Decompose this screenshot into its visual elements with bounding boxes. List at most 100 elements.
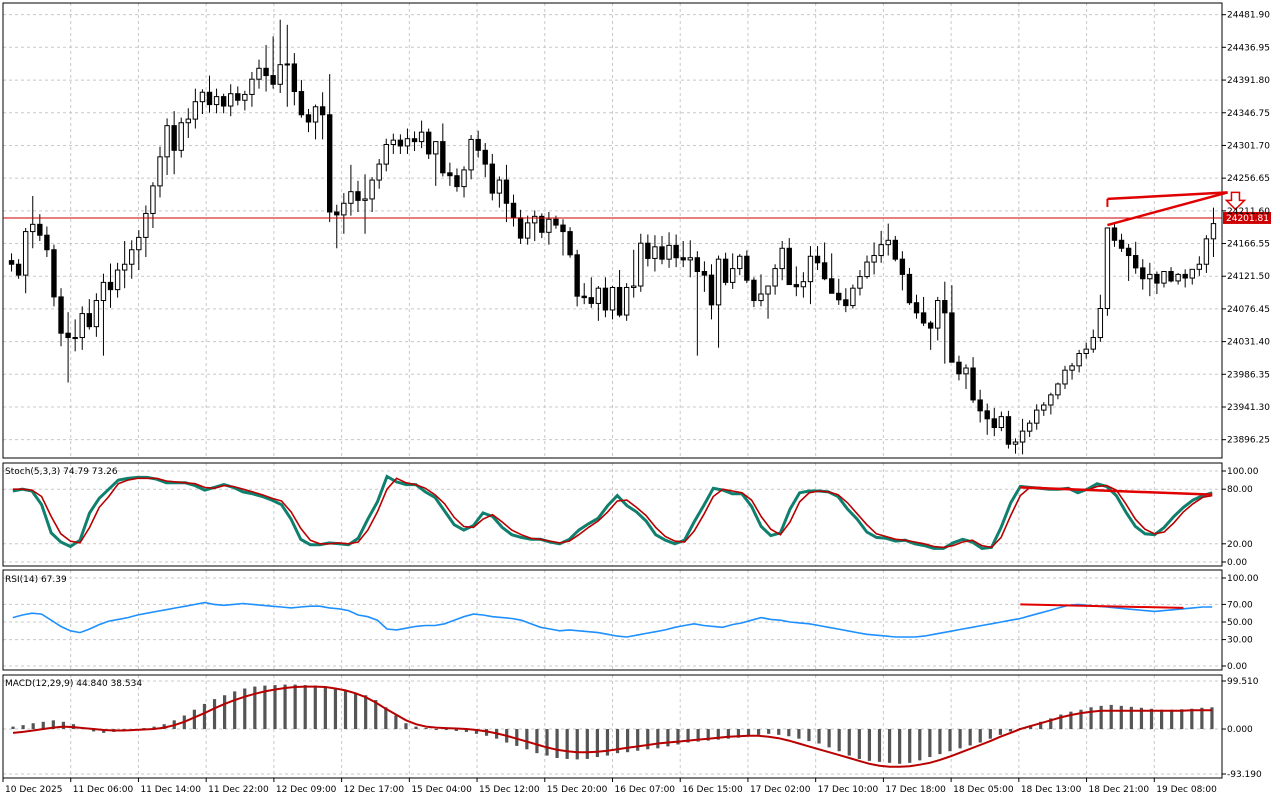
candle[interactable] [1019, 430, 1026, 443]
candle[interactable] [1097, 308, 1104, 339]
candle[interactable] [843, 299, 849, 307]
candle[interactable] [1140, 267, 1146, 280]
candle[interactable] [821, 262, 828, 280]
candle[interactable] [383, 144, 389, 165]
candle[interactable] [666, 244, 672, 260]
candle[interactable] [977, 399, 983, 412]
candle[interactable] [694, 257, 701, 273]
candle[interactable] [524, 222, 531, 239]
candle[interactable] [284, 63, 290, 66]
candle[interactable] [1041, 404, 1047, 411]
candle[interactable] [86, 313, 92, 328]
candle[interactable] [1175, 273, 1181, 282]
candle[interactable] [341, 202, 347, 216]
candle[interactable] [673, 244, 679, 259]
candle[interactable] [1062, 369, 1068, 385]
candle[interactable] [793, 284, 800, 288]
candle[interactable] [263, 67, 269, 77]
rsi-divergence-line[interactable] [1020, 603, 1184, 609]
candle[interactable] [397, 139, 404, 147]
candle[interactable] [362, 198, 368, 201]
candle[interactable] [129, 249, 135, 265]
candle[interactable] [510, 202, 517, 219]
candle[interactable] [828, 278, 835, 294]
candle[interactable] [185, 118, 191, 124]
candle[interactable] [22, 231, 29, 276]
candle[interactable] [93, 300, 100, 328]
candle[interactable] [1083, 348, 1089, 355]
candle[interactable] [121, 263, 128, 271]
candle[interactable] [906, 273, 913, 304]
candle[interactable] [1196, 263, 1203, 270]
candle[interactable] [390, 139, 397, 146]
candle[interactable] [532, 215, 538, 224]
candle[interactable] [517, 217, 524, 239]
candle[interactable] [701, 271, 708, 276]
candle[interactable] [334, 211, 340, 216]
candle[interactable] [616, 286, 623, 316]
macd-panel[interactable] [11, 684, 1214, 768]
candle[interactable] [836, 292, 842, 301]
divergence-trendline[interactable] [1107, 191, 1228, 227]
candle[interactable] [1005, 416, 1012, 445]
down-arrow-icon[interactable] [1224, 191, 1247, 211]
candle[interactable] [79, 313, 85, 339]
candle[interactable] [1125, 247, 1132, 257]
candle[interactable] [807, 255, 814, 283]
candle[interactable] [213, 96, 220, 106]
candle[interactable] [114, 269, 121, 291]
candle[interactable] [1147, 273, 1153, 280]
candle[interactable] [107, 281, 114, 291]
candle[interactable] [199, 91, 206, 103]
candle[interactable] [892, 239, 898, 260]
candle[interactable] [1012, 441, 1019, 445]
candle[interactable] [291, 63, 298, 93]
candle[interactable] [1210, 223, 1217, 240]
candle[interactable] [1026, 422, 1033, 432]
candle[interactable] [150, 185, 156, 214]
candle[interactable] [157, 156, 163, 187]
candle[interactable] [178, 122, 184, 151]
candle[interactable] [15, 263, 22, 276]
candle[interactable] [376, 163, 382, 181]
candle[interactable] [496, 179, 503, 194]
candle[interactable] [758, 293, 764, 302]
candle[interactable] [8, 260, 15, 265]
candle[interactable] [623, 286, 630, 316]
candle[interactable] [765, 285, 771, 295]
candle[interactable] [850, 287, 856, 307]
candle[interactable] [878, 244, 884, 257]
candle[interactable] [327, 114, 333, 213]
candle[interactable] [319, 106, 326, 116]
candle[interactable] [58, 296, 64, 334]
candle[interactable] [581, 295, 587, 299]
candle[interactable] [1055, 383, 1061, 396]
candle[interactable] [447, 172, 453, 177]
candle[interactable] [425, 131, 432, 155]
candle[interactable] [708, 274, 715, 306]
candle[interactable] [72, 337, 78, 340]
candle[interactable] [411, 138, 418, 143]
candle[interactable] [355, 191, 361, 201]
candle[interactable] [631, 285, 637, 288]
candle[interactable] [100, 281, 107, 302]
candle[interactable] [588, 297, 594, 304]
candle[interactable] [602, 287, 609, 311]
candle[interactable] [44, 234, 50, 251]
candle[interactable] [1104, 227, 1111, 310]
candle[interactable] [659, 246, 665, 260]
candle[interactable] [722, 258, 729, 283]
candle[interactable] [645, 242, 651, 259]
candle[interactable] [1168, 271, 1174, 282]
stochastic-panel[interactable] [12, 474, 1213, 550]
candle[interactable] [913, 302, 920, 314]
candle[interactable] [751, 279, 757, 302]
candle[interactable] [737, 255, 743, 270]
candle[interactable] [51, 249, 57, 298]
candle[interactable] [242, 93, 248, 101]
candle[interactable] [1154, 273, 1160, 284]
candle[interactable] [991, 418, 997, 429]
candle[interactable] [1111, 227, 1118, 241]
candle[interactable] [744, 255, 750, 281]
candle[interactable] [312, 106, 319, 123]
